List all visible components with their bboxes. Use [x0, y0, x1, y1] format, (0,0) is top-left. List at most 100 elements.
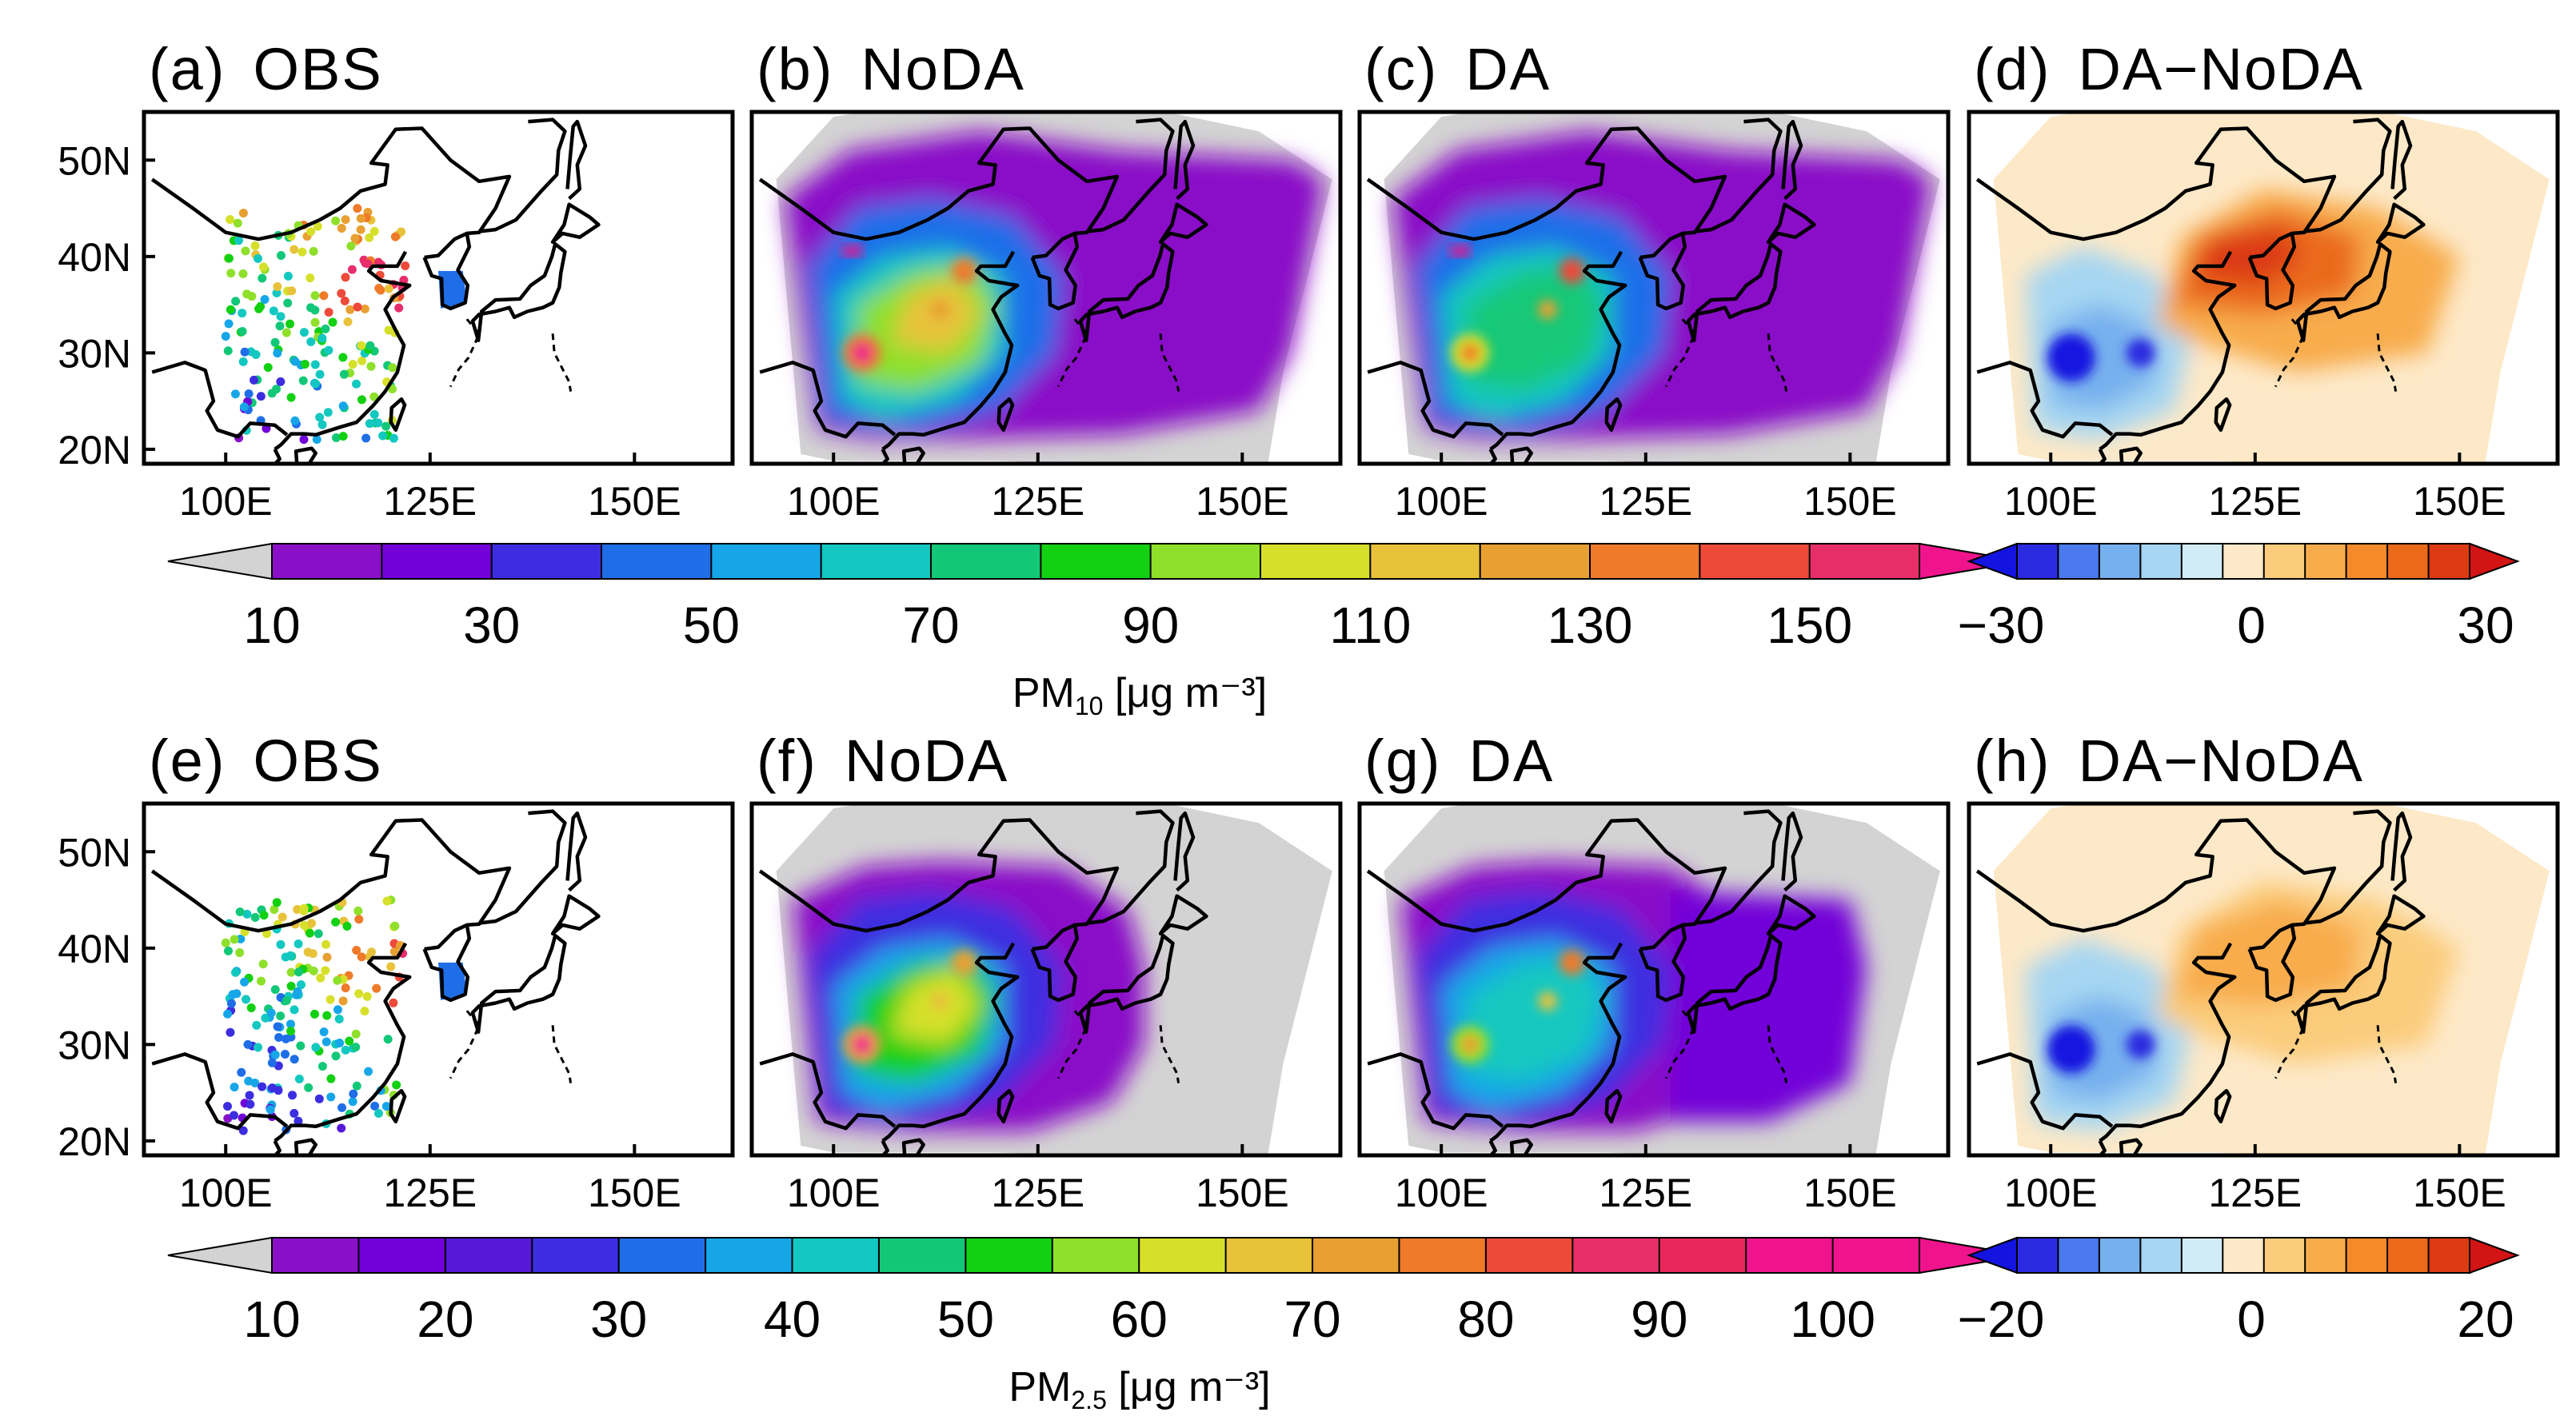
panel-name: NoDA [861, 36, 1024, 102]
station-marker [245, 1091, 254, 1100]
station-marker [352, 379, 361, 389]
station-marker [321, 324, 330, 333]
panel-title: (c) DA [1364, 36, 1551, 102]
border-line [1366, 126, 1727, 260]
colorbar-swatch [1745, 1237, 1835, 1274]
station-marker [282, 328, 291, 337]
island-chain [2376, 333, 2398, 392]
coastline [1766, 202, 1816, 244]
station-marker [290, 357, 300, 366]
station-marker [337, 1103, 347, 1112]
diff-tick-label: 20 [2457, 1290, 2514, 1348]
coastline [1086, 809, 1175, 925]
colorbar-swatch [1699, 543, 1811, 580]
station-marker [247, 292, 257, 301]
diff-swatch [2386, 1237, 2430, 1274]
colorbar-swatch [1484, 1237, 1574, 1274]
hotspot [1559, 257, 1585, 284]
colorbar-swatch [1224, 1237, 1314, 1274]
coastline [1173, 119, 1196, 201]
x-tick-label: 100E [2004, 1171, 2098, 1215]
colorbar-swatch [271, 1237, 360, 1274]
station-marker [224, 319, 234, 329]
island-chain [551, 333, 573, 392]
coastline [2295, 933, 2392, 1034]
station-marker [331, 917, 341, 927]
station-marker [360, 304, 369, 313]
panel-title: (h) DA−NoDA [1974, 728, 2364, 794]
station-marker [286, 967, 296, 977]
station-marker [261, 1013, 270, 1023]
panel-name: NoDA [845, 728, 1008, 794]
hotspot [1538, 300, 1558, 320]
coastline [881, 942, 1020, 1143]
station-marker [389, 998, 398, 1007]
diff-minimum [2047, 333, 2095, 382]
panel-title: (a) OBS [149, 36, 383, 102]
colorbar-tick-label: 30 [463, 596, 520, 654]
station-marker [272, 898, 282, 907]
station-marker [223, 946, 233, 955]
x-tick-label: 125E [1599, 1171, 1692, 1215]
station-marker [231, 297, 241, 306]
coastline [1781, 811, 1803, 892]
panel-label: (h) [1974, 728, 2051, 794]
coastline [1158, 202, 1208, 244]
island-chain [1664, 1010, 1696, 1079]
coastline [1030, 924, 1080, 1003]
colorbar-swatch [820, 543, 933, 580]
station-marker [348, 1097, 357, 1107]
station-marker [259, 911, 269, 920]
station-marker [235, 947, 245, 957]
station-marker [361, 433, 371, 443]
station-marker [365, 341, 375, 350]
diff-swatch [2180, 1237, 2224, 1274]
coastline [1509, 446, 1533, 464]
panel-e: 100E 125E 150E 50N 40N 30N 20N (e) OBS [58, 728, 735, 1215]
station-marker [309, 966, 318, 975]
plot-frame [142, 801, 735, 1158]
diff-tick-label: −20 [1958, 1290, 2045, 1348]
station-marker [294, 1116, 303, 1126]
station-marker [226, 1027, 235, 1037]
station-marker [318, 1062, 327, 1071]
station-marker [290, 1055, 299, 1064]
coastline [478, 118, 567, 233]
panel-label: (d) [1974, 36, 2051, 102]
station-marker [226, 214, 235, 224]
x-tick-label: 100E [179, 479, 273, 524]
colorbar-swatch [791, 1237, 881, 1274]
station-marker [324, 345, 333, 355]
coastline [272, 1139, 282, 1155]
station-marker [369, 409, 379, 419]
coastline [2303, 118, 2392, 233]
border-line [759, 1052, 897, 1131]
diff-swatch [2427, 1237, 2471, 1274]
station-marker [331, 1051, 341, 1061]
panel-a: 100E 125E 150E 50N 40N 30N 20N (a) OBS [58, 36, 735, 524]
x-tick-label: 100E [1395, 1171, 1488, 1215]
station-marker [333, 1005, 342, 1015]
island-chain [1159, 333, 1180, 392]
station-marker [234, 236, 243, 245]
station-marker [310, 1009, 319, 1019]
station-marker [276, 1011, 286, 1021]
colorbar-swatch [1051, 1237, 1140, 1274]
colorbar-swatch [271, 543, 383, 580]
y-tick-label: 40N [58, 927, 131, 971]
colorbar-swatch [710, 543, 823, 580]
station-marker [312, 435, 322, 445]
plot-frame [1357, 110, 1951, 466]
diff-negative [2051, 305, 2158, 411]
station-marker [354, 989, 364, 999]
diff-over-triangle [2469, 542, 2520, 580]
coastline [2119, 1138, 2143, 1155]
diff-swatch [2304, 543, 2348, 580]
colorbar-swatch [1572, 1237, 1661, 1274]
station-marker [230, 389, 240, 399]
plot-frame [749, 110, 1343, 466]
station-marker [373, 418, 383, 428]
station-marker [267, 1058, 277, 1067]
map-background [144, 804, 733, 1155]
colorbar-under-triangle [167, 542, 273, 580]
